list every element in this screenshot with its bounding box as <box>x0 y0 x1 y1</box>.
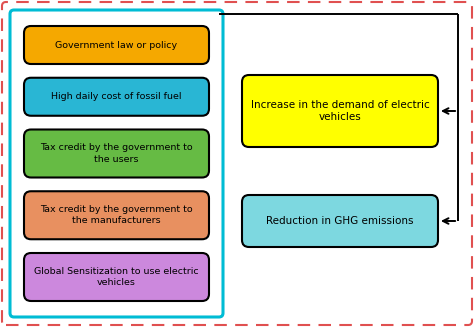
Text: Tax credit by the government to
the users: Tax credit by the government to the user… <box>40 144 193 164</box>
Text: High daily cost of fossil fuel: High daily cost of fossil fuel <box>51 92 182 101</box>
FancyBboxPatch shape <box>24 26 209 64</box>
FancyBboxPatch shape <box>24 191 209 239</box>
Text: Tax credit by the government to
the manufacturers: Tax credit by the government to the manu… <box>40 205 193 225</box>
FancyBboxPatch shape <box>242 75 438 147</box>
FancyBboxPatch shape <box>24 253 209 301</box>
Text: Global Sensitization to use electric
vehicles: Global Sensitization to use electric veh… <box>34 267 199 287</box>
Text: Reduction in GHG emissions: Reduction in GHG emissions <box>266 216 414 226</box>
Text: Increase in the demand of electric
vehicles: Increase in the demand of electric vehic… <box>251 100 429 122</box>
FancyBboxPatch shape <box>242 195 438 247</box>
FancyBboxPatch shape <box>24 129 209 178</box>
Text: Government law or policy: Government law or policy <box>55 41 178 49</box>
FancyBboxPatch shape <box>24 78 209 116</box>
